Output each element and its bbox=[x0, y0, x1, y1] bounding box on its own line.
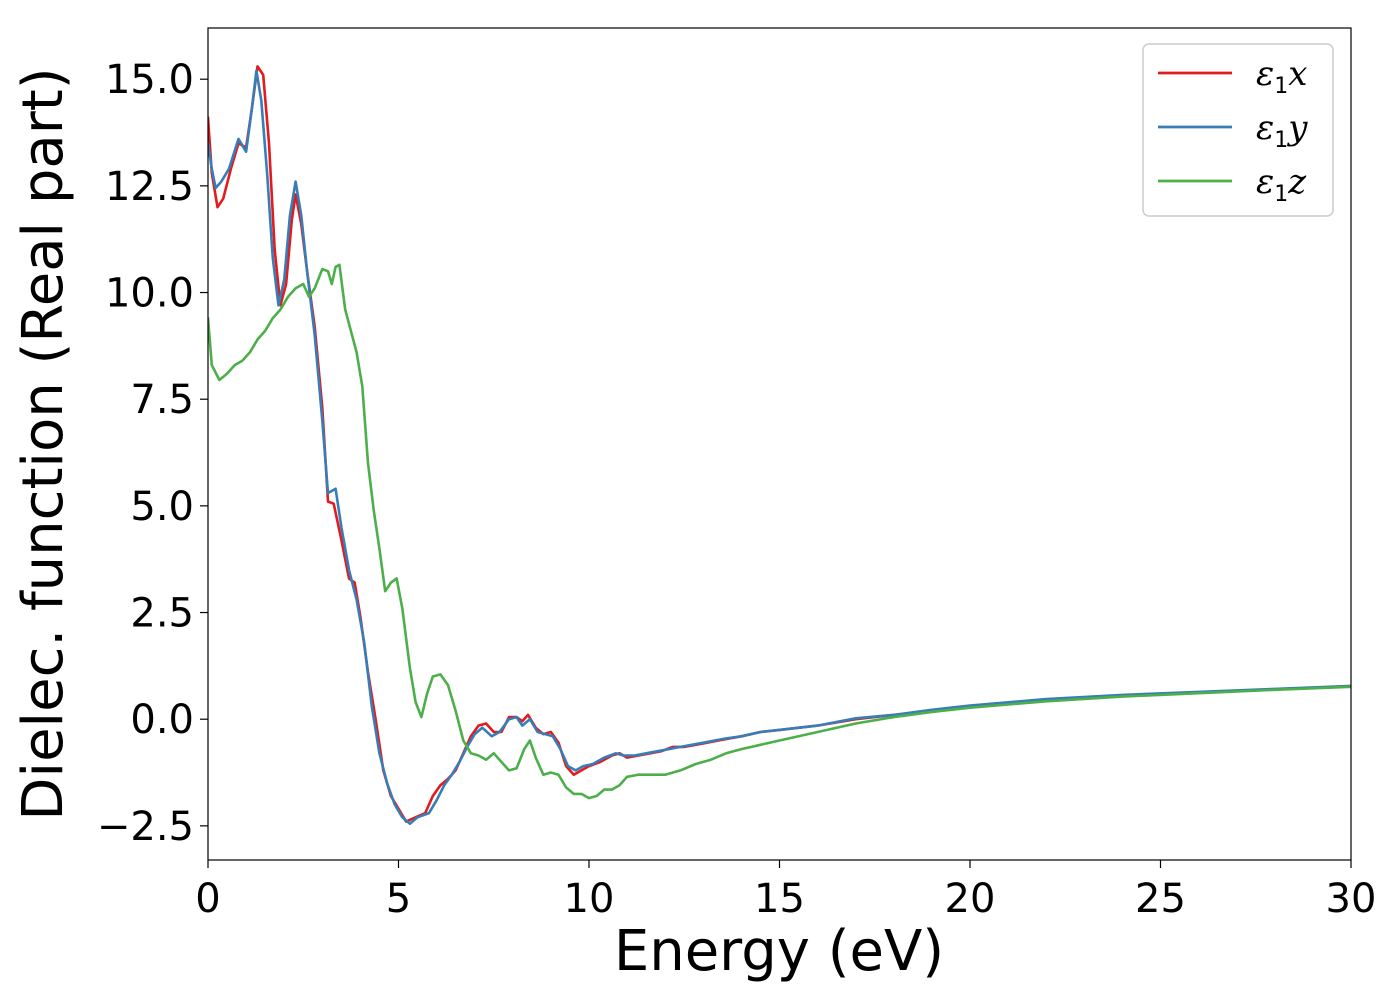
x-tick-label: 20 bbox=[945, 876, 996, 922]
y-tick-label: 10.0 bbox=[105, 271, 194, 317]
y-tick-label: 7.5 bbox=[130, 377, 194, 423]
x-tick-label: 30 bbox=[1326, 876, 1377, 922]
series-layer bbox=[208, 65, 1351, 825]
y-tick-label: −2.5 bbox=[97, 804, 194, 850]
x-tick-label: 15 bbox=[754, 876, 805, 922]
legend: ε1x ε1y ε1z bbox=[1142, 43, 1334, 217]
x-axis: 0 5 10 15 20 25 30 bbox=[195, 860, 1376, 922]
legend-label-y: ε1y bbox=[1256, 108, 1308, 153]
series-line-z bbox=[208, 263, 1351, 800]
x-axis-label: Energy (eV) bbox=[614, 919, 944, 984]
legend-label-x: ε1x bbox=[1256, 54, 1307, 99]
x-tick-label: 25 bbox=[1135, 876, 1186, 922]
y-axis: −2.5 0.0 2.5 5.0 7.5 10.0 12.5 15.0 bbox=[97, 57, 208, 850]
y-tick-label: 2.5 bbox=[130, 591, 194, 637]
legend-label-z: ε1z bbox=[1256, 162, 1307, 207]
y-tick-label: 15.0 bbox=[105, 57, 194, 103]
x-tick-label: 0 bbox=[195, 876, 220, 922]
y-axis-label: Dielec. function (Real part) bbox=[11, 67, 76, 820]
x-tick-label: 5 bbox=[386, 876, 411, 922]
series-line-y bbox=[208, 69, 1351, 825]
x-tick-label: 10 bbox=[564, 876, 615, 922]
y-tick-label: 12.5 bbox=[105, 164, 194, 210]
legend-box bbox=[1142, 43, 1334, 217]
y-tick-label: 5.0 bbox=[130, 484, 194, 530]
y-tick-label: 0.0 bbox=[130, 697, 194, 743]
